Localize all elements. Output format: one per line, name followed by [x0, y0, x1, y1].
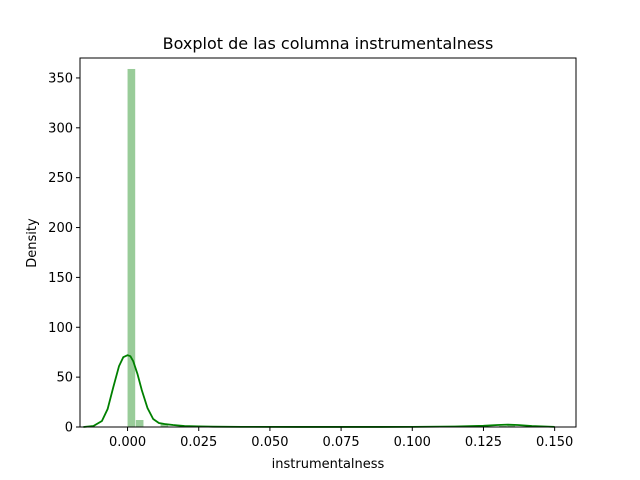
x-tick-label: 0.125 [465, 435, 502, 450]
x-axis-ticks: 0.000 0.025 0.050 0.075 0.100 0.125 0.150 [109, 427, 573, 450]
y-axis-ticks: 0 50 100 150 200 250 300 350 [48, 71, 80, 436]
x-tick-label: 0.150 [536, 435, 573, 450]
histogram-bar-4 [507, 425, 516, 427]
plot-frame [79, 57, 577, 428]
histogram-bars [127, 68, 516, 427]
y-tick-label: 350 [48, 71, 73, 86]
y-axis-label: Density [25, 218, 40, 268]
x-axis-label: instrumentalness [272, 457, 385, 472]
x-tick-label: 0.100 [394, 435, 431, 450]
y-tick-label: 0 [65, 421, 73, 436]
histogram-bar-2 [160, 424, 169, 427]
y-tick-label: 100 [48, 321, 73, 336]
y-tick-label: 250 [48, 171, 73, 186]
x-tick-label: 0.050 [251, 435, 288, 450]
chart-title: Boxplot de las columna instrumentalness [163, 34, 494, 53]
y-tick-label: 300 [48, 121, 73, 136]
x-tick-label: 0.000 [109, 435, 146, 450]
y-tick-label: 150 [48, 271, 73, 286]
x-tick-label: 0.025 [180, 435, 217, 450]
x-tick-label: 0.075 [322, 435, 359, 450]
y-tick-label: 50 [56, 371, 73, 386]
histogram-bar-1 [135, 420, 144, 427]
histogram-bar-0 [127, 68, 136, 427]
y-tick-label: 200 [48, 221, 73, 236]
kde-line [83, 354, 555, 428]
